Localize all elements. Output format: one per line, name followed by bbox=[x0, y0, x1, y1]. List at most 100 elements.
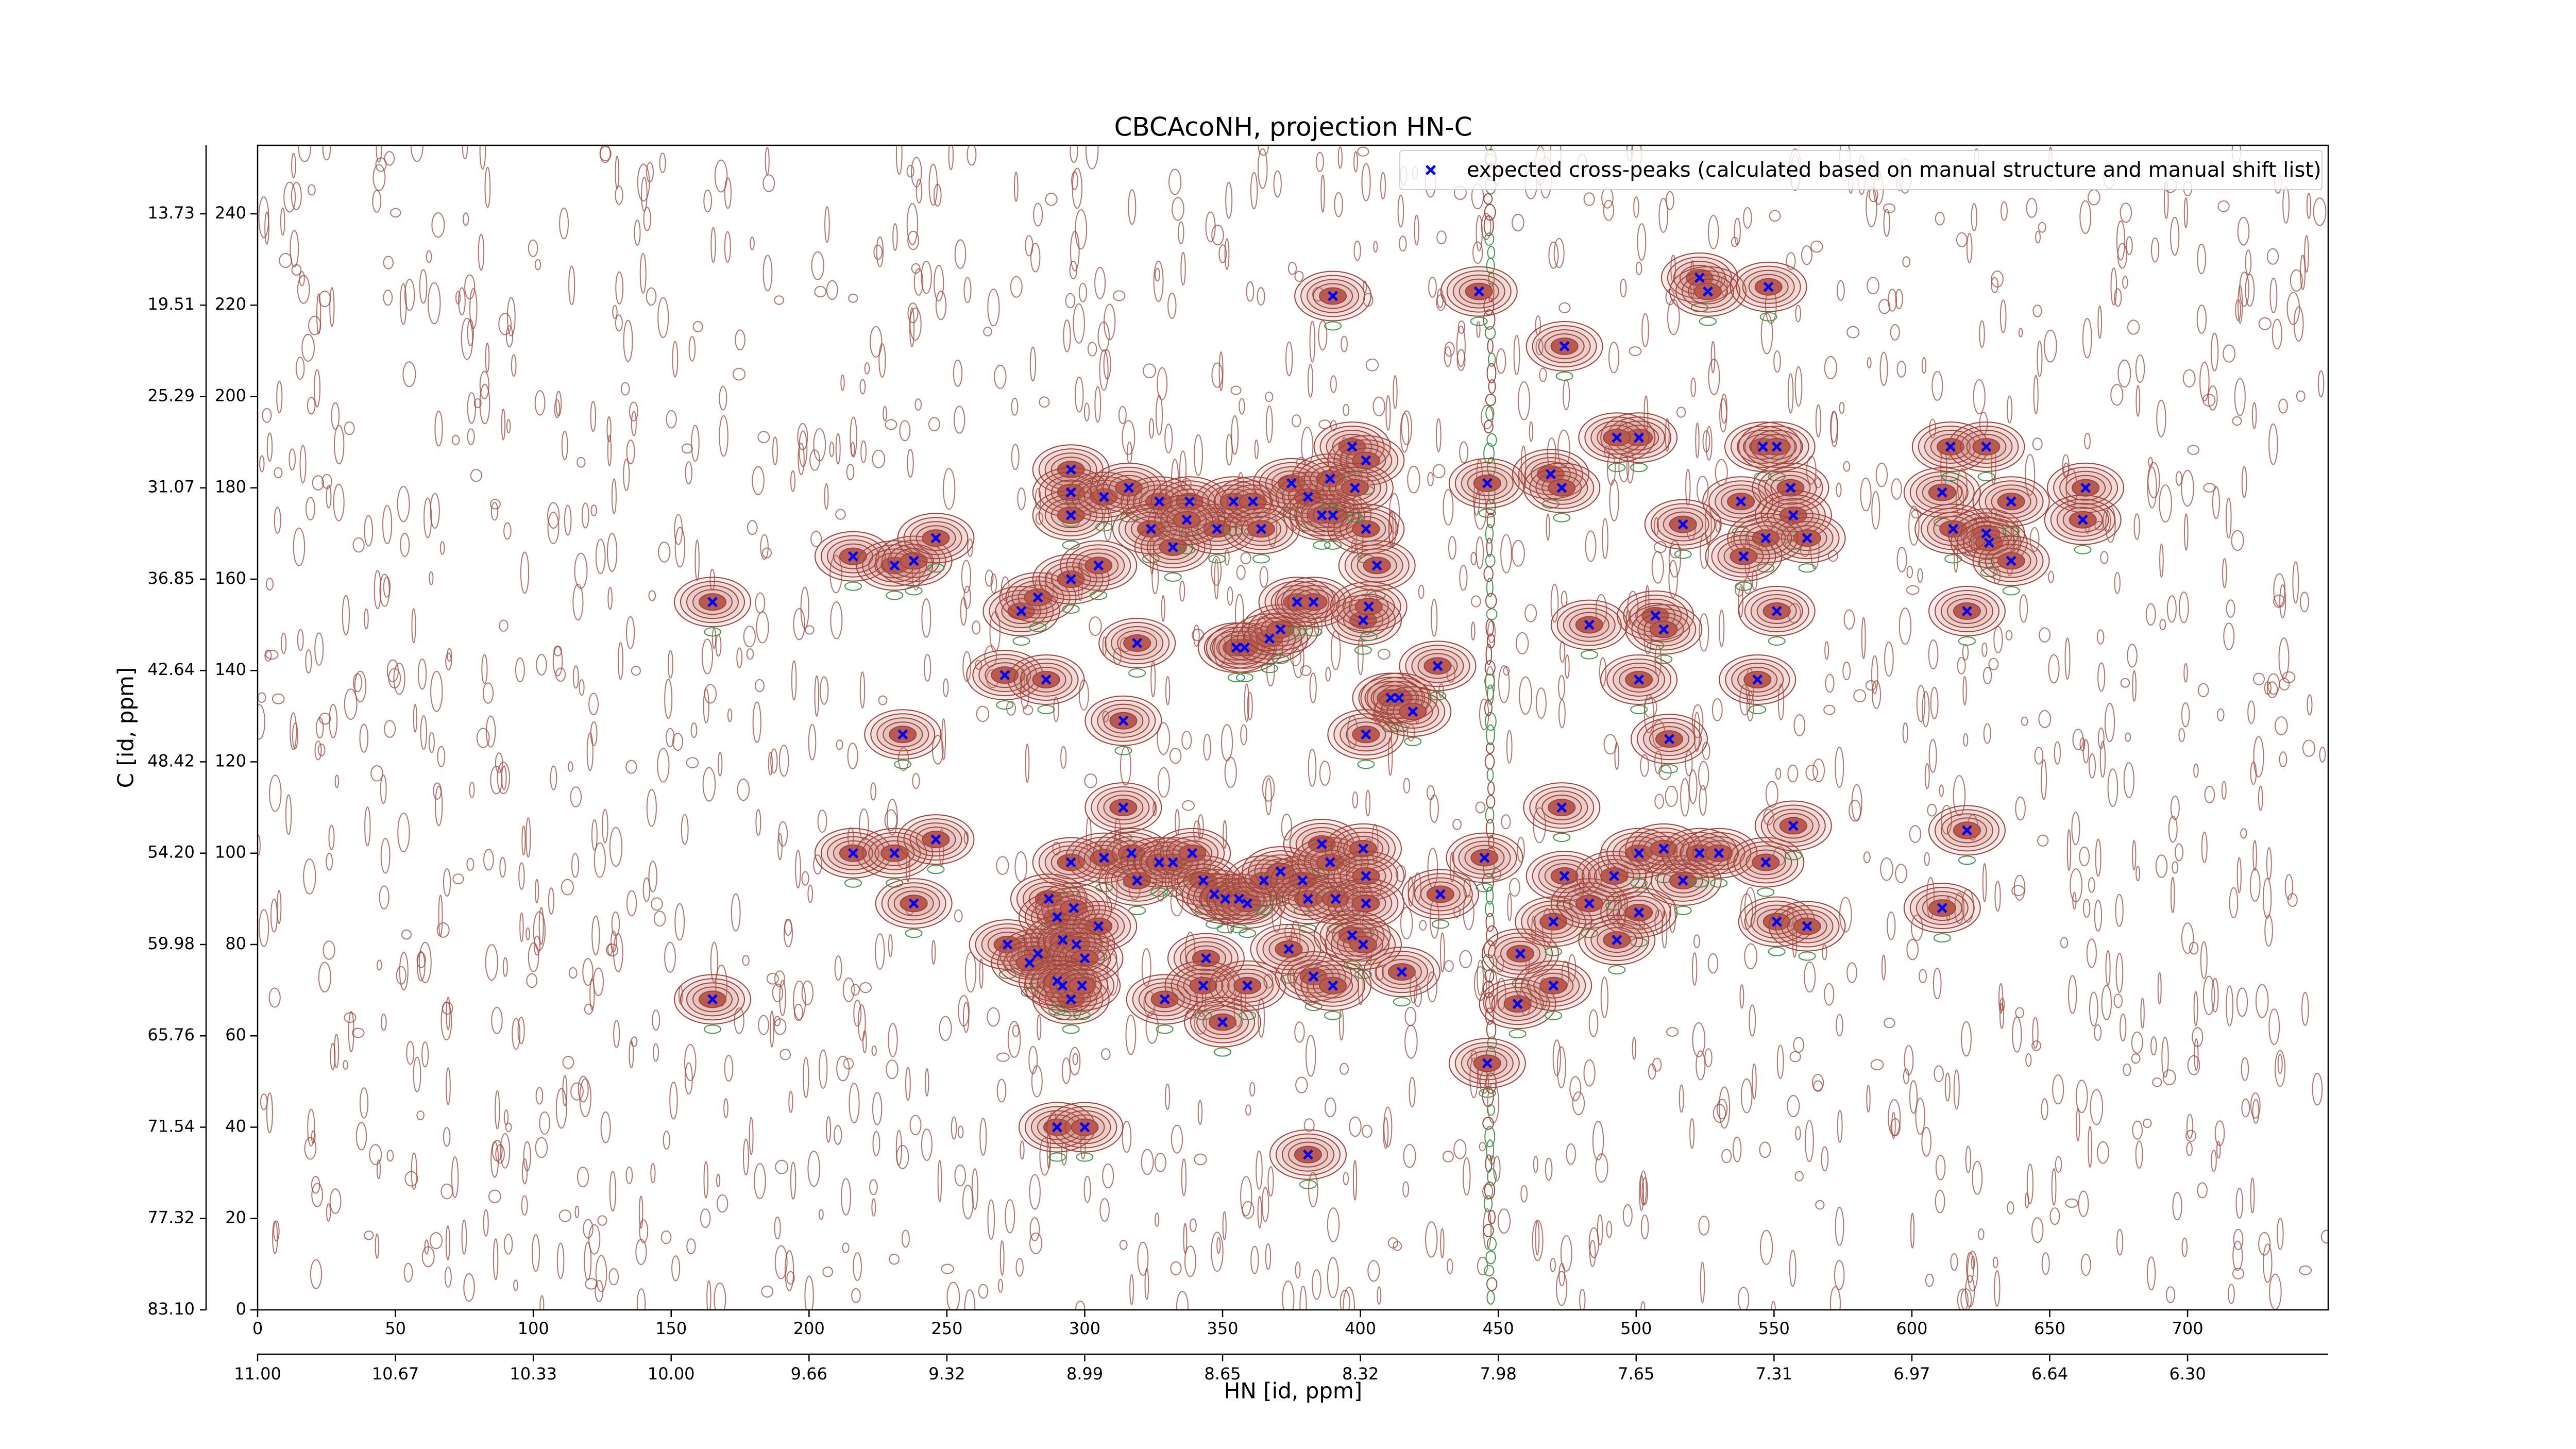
noise-contour bbox=[1924, 852, 1930, 866]
noise-contour bbox=[277, 890, 282, 924]
noise-contour bbox=[269, 774, 282, 812]
noise-contour bbox=[752, 701, 761, 743]
ppm-x-tick-label: 7.65 bbox=[1618, 1364, 1654, 1384]
noise-contour bbox=[308, 315, 321, 335]
noise-contour bbox=[847, 743, 858, 769]
noise-contour bbox=[2237, 216, 2250, 246]
y-tick-label: 200 bbox=[215, 385, 246, 405]
noise-contour bbox=[1988, 658, 1999, 670]
noise-contour bbox=[1497, 1208, 1511, 1234]
noise-contour bbox=[978, 1284, 989, 1299]
noise-contour bbox=[659, 153, 666, 173]
cross-peak bbox=[1634, 848, 1645, 858]
noise-contour bbox=[1787, 1095, 1800, 1117]
noise-contour bbox=[778, 745, 789, 777]
noise-contour bbox=[2094, 899, 2103, 932]
noise-contour bbox=[1738, 1287, 1750, 1310]
noise-contour bbox=[1716, 1099, 1728, 1119]
noise-contour bbox=[2063, 462, 2070, 477]
noise-contour bbox=[948, 145, 954, 171]
noise-contour bbox=[2253, 672, 2265, 685]
noise-contour bbox=[1444, 342, 1455, 357]
noise-contour bbox=[859, 671, 866, 709]
noise-contour bbox=[1629, 346, 1642, 356]
noise-contour bbox=[2317, 370, 2325, 398]
noise-contour bbox=[762, 547, 772, 559]
peak-side-contour bbox=[1252, 554, 1270, 564]
noise-contour bbox=[843, 1057, 854, 1070]
noise-contour bbox=[615, 314, 623, 332]
noise-contour bbox=[1309, 321, 1316, 363]
noise-contour bbox=[1517, 837, 1525, 863]
noise-contour bbox=[2194, 1038, 2199, 1071]
noise-contour bbox=[2034, 747, 2044, 765]
noise-contour bbox=[534, 259, 541, 271]
noise-contour bbox=[2145, 603, 2156, 626]
noise-contour bbox=[1909, 1080, 1918, 1114]
noise-contour bbox=[648, 590, 656, 601]
noise-contour bbox=[1097, 321, 1110, 352]
noise-contour bbox=[909, 1115, 922, 1136]
noise-contour bbox=[1203, 734, 1211, 761]
peak-side-contour bbox=[1360, 632, 1378, 642]
noise-contour bbox=[1404, 1006, 1417, 1026]
peak-side-contour bbox=[1261, 664, 1279, 673]
noise-contour bbox=[344, 1012, 357, 1023]
noise-contour bbox=[1626, 449, 1634, 484]
noise-contour bbox=[996, 856, 1009, 875]
cross-peak bbox=[1609, 871, 1619, 881]
cross-peak bbox=[1788, 510, 1799, 520]
noise-contour bbox=[793, 608, 805, 641]
stripe-contour bbox=[1484, 232, 1495, 246]
noise-contour bbox=[1789, 1051, 1801, 1063]
stripe-contour bbox=[1483, 309, 1496, 330]
noise-contour bbox=[1456, 325, 1466, 367]
noise-contour bbox=[2296, 390, 2306, 402]
stripe-contour bbox=[1483, 980, 1495, 999]
cross-peak bbox=[1694, 848, 1705, 858]
noise-contour bbox=[1919, 969, 1927, 984]
noise-contour bbox=[2287, 893, 2298, 907]
cross-peak bbox=[1328, 291, 1338, 301]
noise-contour bbox=[380, 838, 391, 874]
noise-contour bbox=[1211, 362, 1223, 388]
noise-contour bbox=[2241, 1057, 2249, 1081]
noise-contour bbox=[957, 1125, 964, 1138]
noise-contour bbox=[1315, 151, 1324, 172]
cross-peak bbox=[1302, 492, 1313, 502]
peak-side-contour bbox=[1933, 933, 1951, 943]
noise-contour bbox=[1556, 1046, 1566, 1089]
noise-contour bbox=[941, 718, 946, 761]
noise-contour bbox=[701, 638, 714, 675]
noise-contour bbox=[723, 1098, 728, 1118]
noise-contour bbox=[511, 354, 517, 377]
noise-contour bbox=[1583, 1059, 1596, 1087]
noise-contour bbox=[1250, 1245, 1259, 1274]
noise-contour bbox=[2015, 1007, 2024, 1019]
noise-contour bbox=[2216, 1141, 2221, 1159]
noise-contour bbox=[1721, 1149, 1732, 1164]
noise-contour bbox=[1165, 676, 1171, 705]
noise-contour bbox=[2210, 332, 2219, 372]
noise-contour bbox=[1891, 1111, 1896, 1139]
noise-contour bbox=[482, 682, 494, 704]
noise-contour bbox=[1821, 1146, 1829, 1172]
noise-contour bbox=[1118, 406, 1127, 424]
noise-contour bbox=[615, 186, 623, 205]
noise-contour bbox=[585, 1278, 598, 1290]
peak-side-contour bbox=[1214, 1047, 1232, 1057]
noise-contour bbox=[2060, 937, 2069, 949]
noise-contour bbox=[1261, 1187, 1269, 1222]
cross-peak bbox=[1771, 916, 1782, 927]
stripe-contour bbox=[1484, 1126, 1496, 1148]
noise-contour bbox=[2272, 318, 2282, 350]
noise-contour bbox=[943, 468, 956, 510]
noise-contour bbox=[1698, 1216, 1710, 1236]
stripe-contour bbox=[1485, 913, 1495, 932]
x-tick-label: 600 bbox=[1896, 1319, 1927, 1338]
noise-contour bbox=[790, 1161, 796, 1200]
noise-contour bbox=[646, 287, 657, 306]
stripe-contour bbox=[1484, 901, 1495, 917]
noise-contour bbox=[299, 445, 307, 484]
noise-contour bbox=[2132, 1120, 2143, 1140]
